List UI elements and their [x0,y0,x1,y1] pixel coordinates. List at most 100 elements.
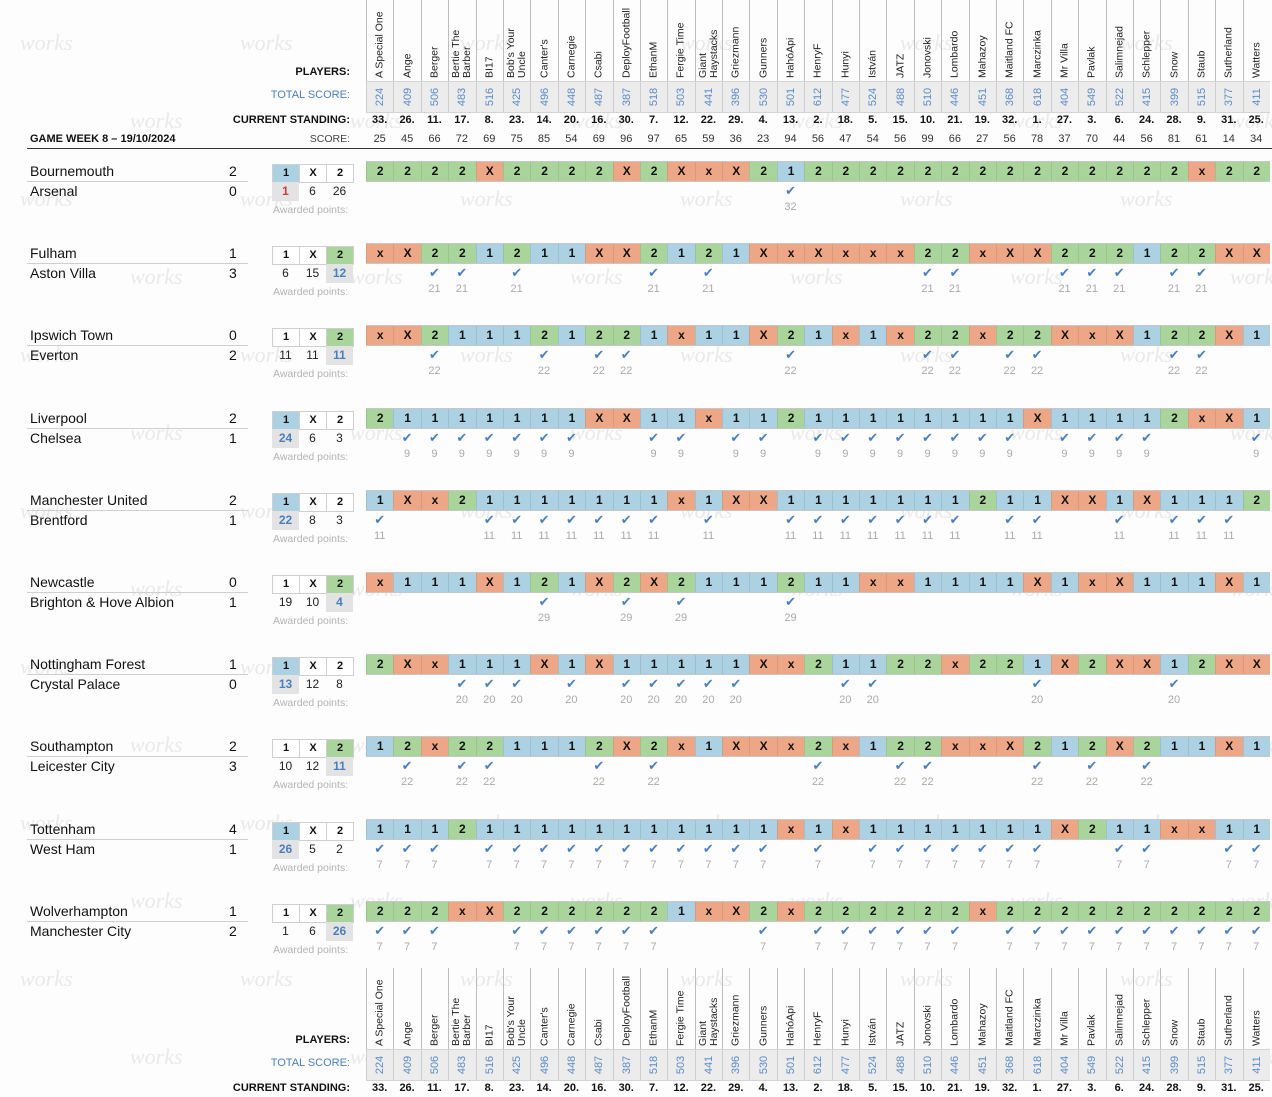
pick-cell[interactable]: x [1078,573,1106,592]
pick-cell[interactable]: 2 [502,162,531,181]
pick-cell[interactable]: 1 [1105,408,1133,428]
pick-cell[interactable]: X [995,244,1024,264]
pick-cell[interactable]: X [995,737,1024,757]
pick-cell[interactable]: 2 [749,901,777,921]
pick-cell[interactable]: 1 [475,408,503,428]
pick-cell[interactable]: 1 [1078,408,1106,428]
pick-cell[interactable]: 2 [913,162,942,181]
player-column[interactable]: Giant Haystacks [694,0,722,81]
pick-cell[interactable]: 1 [859,490,887,510]
pick-cell[interactable]: 2 [1160,326,1188,346]
pick-cell[interactable]: 2 [968,162,996,181]
player-column[interactable]: Lombardo [941,0,968,81]
player-column[interactable]: EthanM [639,968,667,1049]
pick-cell[interactable]: 1 [722,655,750,675]
pick-cell[interactable]: 2 [1050,244,1079,264]
player-column[interactable]: Staub [1187,0,1215,81]
player-column[interactable]: Pavlak [1078,968,1105,1049]
pick-cell[interactable]: X [1132,490,1161,510]
pick-cell[interactable]: 2 [1078,819,1106,839]
player-column[interactable]: Schlepper [1132,0,1160,81]
player-column[interactable]: A Special One [366,968,393,1049]
pick-cell[interactable]: 1 [1160,737,1188,757]
pick-cell[interactable]: x [886,573,914,592]
pick-cell[interactable]: 2 [859,901,887,921]
pick-cell[interactable]: 1 [502,573,531,592]
pick-cell[interactable]: 2 [995,162,1024,181]
pick-cell[interactable]: 1 [749,819,777,839]
pick-cell[interactable]: 2 [913,244,942,264]
pick-cell[interactable]: 1 [475,655,503,675]
pick-cell[interactable]: 2 [913,655,942,675]
pick-cell[interactable]: 1 [1023,490,1051,510]
pick-cell[interactable]: X [393,490,421,510]
pick-cell[interactable]: 1 [502,819,531,839]
pick-cell[interactable]: 1 [393,408,421,428]
pick-cell[interactable]: 2 [1105,162,1133,181]
pick-cell[interactable]: 2 [1023,326,1051,346]
pick-cell[interactable]: 1 [502,490,531,510]
pick-cell[interactable]: X [749,326,777,346]
pick-cell[interactable]: 1 [831,573,860,592]
pick-cell[interactable]: 2 [1215,162,1243,181]
player-column[interactable]: Snow [1160,0,1187,81]
pick-cell[interactable]: X [722,490,750,510]
pick-cell[interactable]: 1 [941,819,969,839]
pick-cell[interactable]: 2 [1078,737,1106,757]
pick-cell[interactable]: x [667,737,695,757]
pick-cell[interactable]: X [1132,655,1161,675]
pick-cell[interactable]: 2 [420,162,449,181]
pick-cell[interactable]: X [1023,244,1051,264]
pick-cell[interactable]: 1 [968,573,996,592]
pick-cell[interactable]: X [804,244,832,264]
pick-cell[interactable]: 2 [1023,737,1051,757]
pick-cell[interactable]: X [475,901,503,921]
pick-cell[interactable]: 2 [448,737,476,757]
pick-cell[interactable]: 2 [530,573,558,592]
pick-cell[interactable]: 2 [612,573,640,592]
pick-cell[interactable]: 1 [639,326,668,346]
pick-cell[interactable]: 2 [585,326,613,346]
pick-cell[interactable]: 1 [694,819,723,839]
player-column[interactable]: Ange [393,968,420,1049]
player-column[interactable]: Csabi [585,968,612,1049]
pick-cell[interactable]: 2 [448,490,476,510]
player-column[interactable]: A Special One [366,0,393,81]
pick-cell[interactable]: 1 [1132,573,1161,592]
pick-cell[interactable]: 2 [1242,901,1270,921]
pick-cell[interactable]: x [1187,408,1216,428]
pick-cell[interactable]: 1 [393,819,421,839]
pick-cell[interactable]: 2 [804,901,832,921]
pick-cell[interactable]: x [831,737,860,757]
pick-cell[interactable]: 2 [1078,655,1106,675]
pick-cell[interactable]: x [448,901,476,921]
player-column[interactable]: Maitland FC [995,968,1023,1049]
pick-cell[interactable]: 2 [585,737,613,757]
pick-cell[interactable]: X [612,737,640,757]
pick-cell[interactable]: 2 [1078,244,1106,264]
pick-cell[interactable]: 2 [1160,244,1188,264]
player-column[interactable]: Fergie Time [667,0,694,81]
pick-cell[interactable]: 1 [1160,573,1188,592]
pick-cell[interactable]: 1 [749,408,777,428]
pick-cell[interactable]: 2 [886,737,914,757]
pick-cell[interactable]: X [1215,737,1243,757]
pick-cell[interactable]: 1 [886,490,914,510]
pick-cell[interactable]: x [694,162,723,181]
pick-cell[interactable]: 2 [968,655,996,675]
pick-cell[interactable]: 2 [475,737,503,757]
pick-cell[interactable]: 2 [366,655,394,675]
pick-cell[interactable]: x [831,819,860,839]
player-column[interactable]: EthanM [639,0,667,81]
pick-cell[interactable]: 1 [1050,737,1079,757]
pick-cell[interactable]: 1 [667,655,695,675]
pick-cell[interactable]: x [366,244,394,264]
pick-cell[interactable]: x [831,244,860,264]
pick-cell[interactable]: 1 [639,490,668,510]
pick-cell[interactable]: 2 [995,655,1024,675]
player-column[interactable]: Carnegie [557,968,585,1049]
pick-cell[interactable]: 1 [886,408,914,428]
pick-cell[interactable]: 2 [639,737,668,757]
pick-cell[interactable]: 1 [831,490,860,510]
pick-cell[interactable]: 2 [1023,162,1051,181]
